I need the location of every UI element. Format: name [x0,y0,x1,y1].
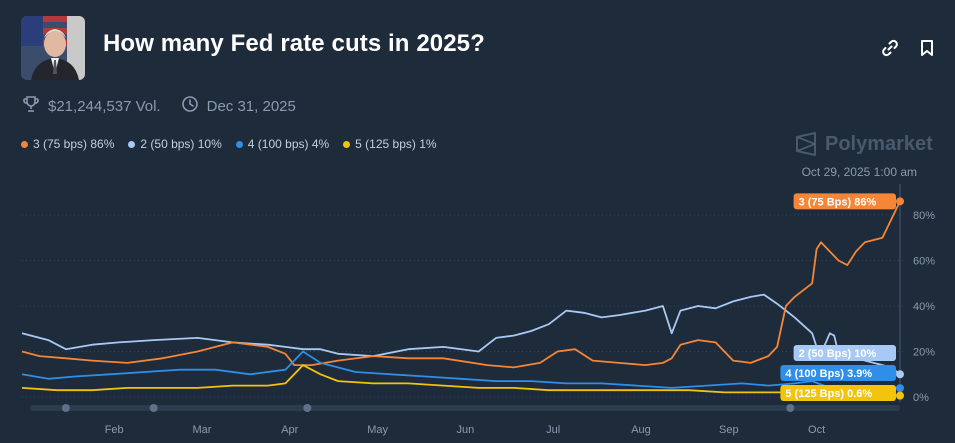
volume-text: $21,244,537 Vol. [48,97,161,115]
y-tick-label: 60% [913,256,935,268]
series-end-label: 5 (125 Bps) 0.6% [785,388,872,400]
legend-dot [21,140,28,148]
end-date-text: Dec 31, 2025 [206,97,296,115]
series-end-label: 3 (75 Bps) 86% [799,196,877,208]
x-tick-label: Oct [808,424,825,436]
scrubber-handle [303,404,312,412]
series-end-dot [896,197,904,206]
time-scrubber [30,405,900,411]
legend-dot [343,140,351,148]
series-line [21,350,901,389]
brand-name: Polymarket [825,132,933,155]
series-end-dot [896,391,904,400]
series-end-label-bg [780,385,896,401]
x-tick-label: Sep [719,424,739,436]
legend-label: 3 (75 bps) 86% [33,137,115,151]
trophy-icon [22,95,40,117]
legend-item[interactable]: 3 (75 bps) 86% [21,137,114,151]
legend-item[interactable]: 5 (125 bps) 1% [343,137,437,151]
scrubber-handle [61,404,70,412]
series-end-label: 4 (100 Bps) 3.9% [785,368,872,380]
legend-label: 5 (125 bps) 1% [355,137,437,151]
legend-dot [235,140,243,148]
series-end-label-bg [793,193,896,210]
series-end-label-bg [780,365,896,381]
x-tick-label: Mar [193,424,212,436]
legend-item[interactable]: 4 (100 bps) 4% [235,137,330,151]
chart-timestamp: Oct 29, 2025 1:00 am [802,165,917,179]
series-end-label: 2 (50 Bps) 10% [799,348,877,360]
x-tick-label: Jun [457,424,475,436]
x-tick-label: Feb [105,424,124,436]
y-tick-label: 20% [913,347,935,359]
clock-icon [181,95,199,117]
y-tick-label: 0% [913,392,929,404]
x-tick-label: Apr [281,424,298,436]
market-avatar [21,16,85,80]
x-tick-label: Aug [631,424,651,436]
brand-logo: Polymarket [795,132,933,156]
scrubber-handle [786,404,795,412]
x-tick-label: Jul [546,424,560,436]
bookmark-icon[interactable] [917,38,937,58]
legend-label: 4 (100 bps) 4% [247,137,330,151]
market-meta: $21,244,537 Vol. Dec 31, 2025 [22,96,296,116]
legend-label: 2 (50 bps) 10% [140,137,222,151]
market-title: How many Fed rate cuts in 2025? [103,30,485,57]
series-end-dot [896,384,904,393]
x-tick-label: May [367,424,388,436]
legend-item[interactable]: 2 (50 bps) 10% [128,137,222,151]
chart-legend: 3 (75 bps) 86% 2 (50 bps) 10% 4 (100 bps… [21,137,437,151]
series-line [21,200,901,369]
polymarket-icon [796,132,816,156]
y-tick-label: 80% [913,210,935,222]
legend-dot [128,140,136,148]
series-end-label-bg [793,345,896,361]
series-end-dot [896,370,904,379]
scrubber-handle [149,404,158,412]
series-line [21,293,901,376]
y-tick-label: 40% [913,301,935,313]
series-line [21,364,901,397]
link-icon[interactable] [880,38,900,58]
